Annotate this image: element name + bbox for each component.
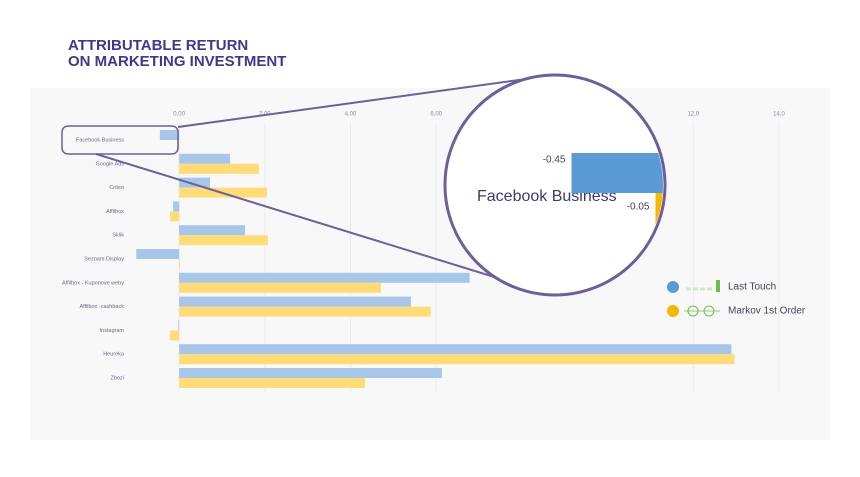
- y-tick-label: Criteo: [109, 185, 124, 191]
- bar: [179, 259, 180, 269]
- legend-label: Last Touch: [728, 282, 776, 293]
- highlight-box: [61, 125, 179, 155]
- panel: [30, 88, 830, 440]
- chart-title: ON MARKETING INVESTMENT: [68, 53, 286, 70]
- bar: [136, 249, 180, 259]
- magnifier: [443, 73, 667, 297]
- bar: [159, 130, 180, 140]
- bar: [179, 368, 442, 378]
- callout-line: [95, 153, 531, 289]
- callout-value: -0.45: [543, 155, 566, 166]
- bar: [179, 225, 246, 236]
- bar: [179, 177, 210, 188]
- bar: [179, 272, 470, 283]
- bar: [170, 211, 180, 222]
- x-tick-label: 12,0: [687, 112, 699, 118]
- callout-value: -0.05: [627, 202, 650, 213]
- y-tick-label: Sklik: [112, 233, 124, 239]
- bar: [179, 306, 431, 317]
- bar: [179, 296, 411, 307]
- y-tick-label: Facebook Business: [76, 137, 124, 143]
- y-tick-label: Affilbox - Kuponove weby: [62, 280, 124, 286]
- bar: [179, 235, 268, 246]
- y-tick-label: Instagram: [100, 328, 125, 334]
- bar: [179, 344, 732, 355]
- legend-icon: [716, 280, 720, 292]
- x-tick-label: 6,00: [430, 112, 442, 118]
- legend-dot: [667, 281, 679, 293]
- y-tick-label: Affilbox: [106, 209, 124, 215]
- bar: [179, 163, 259, 174]
- bar: [179, 153, 231, 164]
- y-tick-label: Seznam Display: [84, 256, 124, 262]
- x-tick-label: 4,00: [345, 112, 357, 118]
- x-tick-label: 0,00: [173, 112, 185, 118]
- y-tick-label: Google Ads: [96, 161, 125, 167]
- callout-bar: [571, 153, 663, 193]
- y-tick-label: Affilbox -cashback: [79, 304, 124, 310]
- x-tick-label: 14,0: [773, 112, 785, 118]
- chart-title: ATTRIBUTABLE RETURN: [68, 37, 248, 54]
- bar: [173, 201, 180, 212]
- y-tick-label: Zbozi: [111, 375, 124, 381]
- bar: [179, 354, 735, 365]
- legend-label: Markov 1st Order: [728, 306, 806, 317]
- legend-dot: [667, 305, 679, 317]
- bar: [170, 330, 180, 341]
- bar: [178, 320, 180, 331]
- y-tick-label: Heureka: [103, 352, 125, 358]
- bar: [179, 282, 381, 293]
- callout-bar: [655, 193, 663, 233]
- callout-line: [177, 75, 549, 128]
- bar: [179, 378, 366, 388]
